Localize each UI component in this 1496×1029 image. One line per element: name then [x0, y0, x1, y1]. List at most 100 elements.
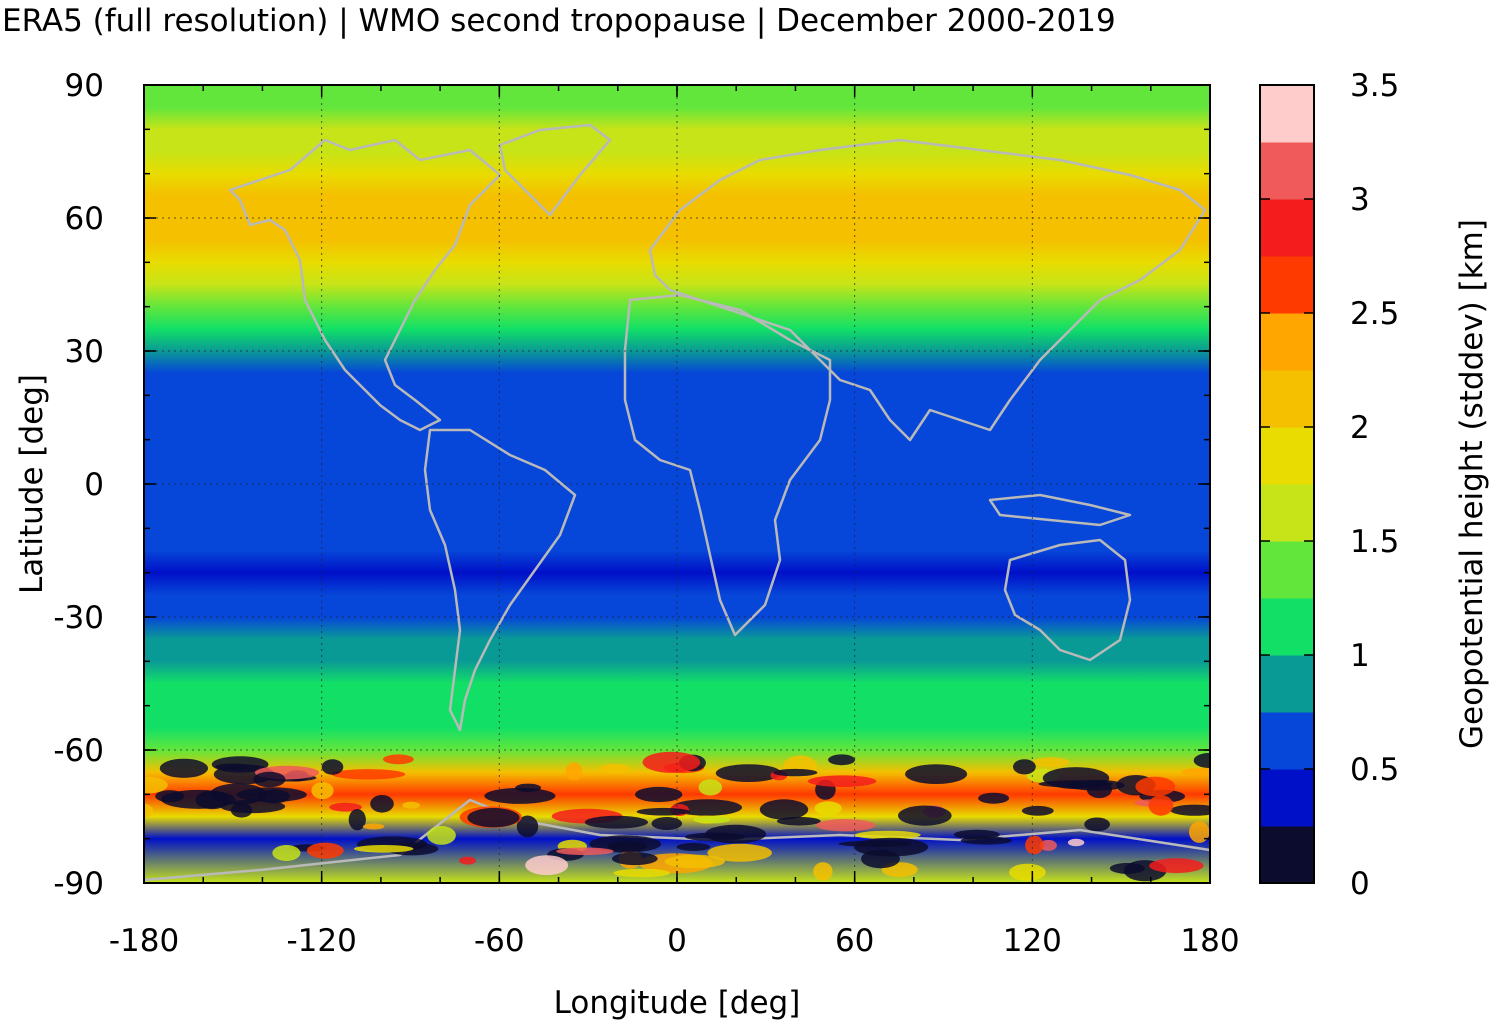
variability-blob [306, 842, 344, 859]
variability-blob [905, 764, 968, 784]
x-tick-label: 60 [835, 923, 874, 959]
variability-blob [759, 799, 809, 820]
variability-blob [159, 758, 208, 778]
variability-blob [613, 868, 670, 878]
variability-blob [898, 805, 952, 826]
variability-blob [807, 775, 877, 787]
colorbar-swatch [1260, 826, 1314, 884]
y-tick-label: 60 [65, 201, 104, 237]
x-tick-label: 120 [1003, 923, 1062, 959]
variability-blob [642, 751, 701, 773]
colorbar-swatch [1260, 370, 1314, 428]
variability-blob [651, 817, 683, 830]
variability-blob [370, 795, 394, 813]
colorbar-swatch [1260, 313, 1314, 371]
variability-blob [693, 816, 731, 824]
colorbar-swatch [1260, 85, 1314, 143]
variability-blob [329, 802, 362, 812]
variability-blob [236, 787, 307, 803]
variability-blob [584, 815, 649, 829]
grid-lines [144, 85, 1210, 883]
colorbar-tick-label: 2.5 [1350, 296, 1399, 332]
coastline-eurasia [648, 138, 1207, 442]
colorbar-swatch [1260, 142, 1314, 200]
colorbar-swatch [1260, 598, 1314, 656]
variability-blob [684, 832, 745, 842]
variability-blob [144, 776, 168, 794]
variability-blob [515, 783, 542, 792]
colorbar-tick-label: 2 [1350, 410, 1370, 446]
colorbar-swatch [1260, 712, 1314, 770]
variability-blob [814, 801, 842, 816]
coastline-indonesia [988, 493, 1132, 527]
variability-blob [599, 763, 630, 774]
variability-blob [353, 845, 414, 853]
y-tick-label: 0 [84, 467, 104, 503]
variability-blob [565, 762, 583, 781]
variability-blob [1189, 821, 1210, 843]
variability-blob [1025, 835, 1044, 855]
colorbar-tick-labels: 0 0.5 1 1.5 2 2.5 3 3.5 [1350, 68, 1399, 902]
plot-ticks [143, 84, 1211, 884]
variability-blob [1084, 817, 1110, 832]
x-tick-label: -60 [474, 923, 525, 959]
variability-blob [1149, 858, 1204, 874]
coastline-north-america [228, 138, 502, 432]
y-axis-label: Latitude [deg] [14, 374, 50, 594]
coastline-africa [623, 293, 832, 637]
colorbar [1260, 84, 1314, 884]
variability-blob [1013, 759, 1036, 775]
coastline-antarctica [144, 798, 1210, 882]
colorbar-swatch [1260, 199, 1314, 257]
variability-blob [978, 792, 1010, 804]
antarctic-variability [144, 751, 1210, 882]
variability-blob [525, 855, 569, 876]
x-tick-labels: -180 -120 -60 0 60 120 180 [109, 923, 1240, 959]
variability-blob [383, 754, 414, 765]
variability-blob [348, 809, 366, 831]
variability-blob [676, 842, 711, 851]
variability-blob [1193, 753, 1210, 768]
variability-blob [311, 782, 334, 800]
variability-blob [1170, 804, 1210, 816]
colorbar-swatch [1260, 769, 1314, 827]
colorbar-swatch [1260, 484, 1314, 542]
colorbar-tick-label: 1.5 [1350, 524, 1399, 560]
variability-blob [664, 854, 725, 869]
variability-blob [321, 759, 344, 775]
colorbar-swatch [1260, 427, 1314, 485]
variability-blob [484, 787, 556, 804]
colorbar-frame [1259, 84, 1315, 884]
y-tick-label: 90 [65, 68, 104, 104]
variability-blob [272, 845, 301, 861]
variability-blob [144, 803, 153, 818]
variability-blob [516, 815, 539, 838]
variability-blob [230, 803, 253, 818]
variability-blob [1009, 863, 1046, 881]
plot-area [144, 85, 1210, 883]
coastline-south-america [423, 428, 577, 732]
variability-blob [1067, 838, 1085, 847]
coastline-australia [1003, 538, 1132, 662]
chart-title: ERA5 (full resolution) | WMO second trop… [2, 3, 1116, 39]
colorbar-swatch [1260, 655, 1314, 713]
variability-blob [960, 836, 1012, 845]
variability-blob [776, 816, 821, 826]
variability-blob [331, 769, 406, 780]
x-tick-label: 180 [1180, 923, 1239, 959]
x-tick-label: -180 [109, 923, 179, 959]
x-tick-label: 0 [667, 923, 687, 959]
variability-blob [1181, 767, 1210, 777]
variability-blob [556, 847, 614, 856]
variability-blob [698, 779, 722, 796]
colorbar-label: Geopotential height (stddev) [km] [1454, 219, 1490, 749]
x-tick-label: -120 [286, 923, 356, 959]
variability-blob [861, 849, 900, 869]
variability-blob [1148, 795, 1174, 816]
variability-blob [362, 823, 385, 830]
coastlines [144, 123, 1210, 882]
colorbar-tick-label: 3.5 [1350, 68, 1399, 104]
variability-blob [816, 819, 876, 832]
variability-blob [402, 801, 421, 809]
